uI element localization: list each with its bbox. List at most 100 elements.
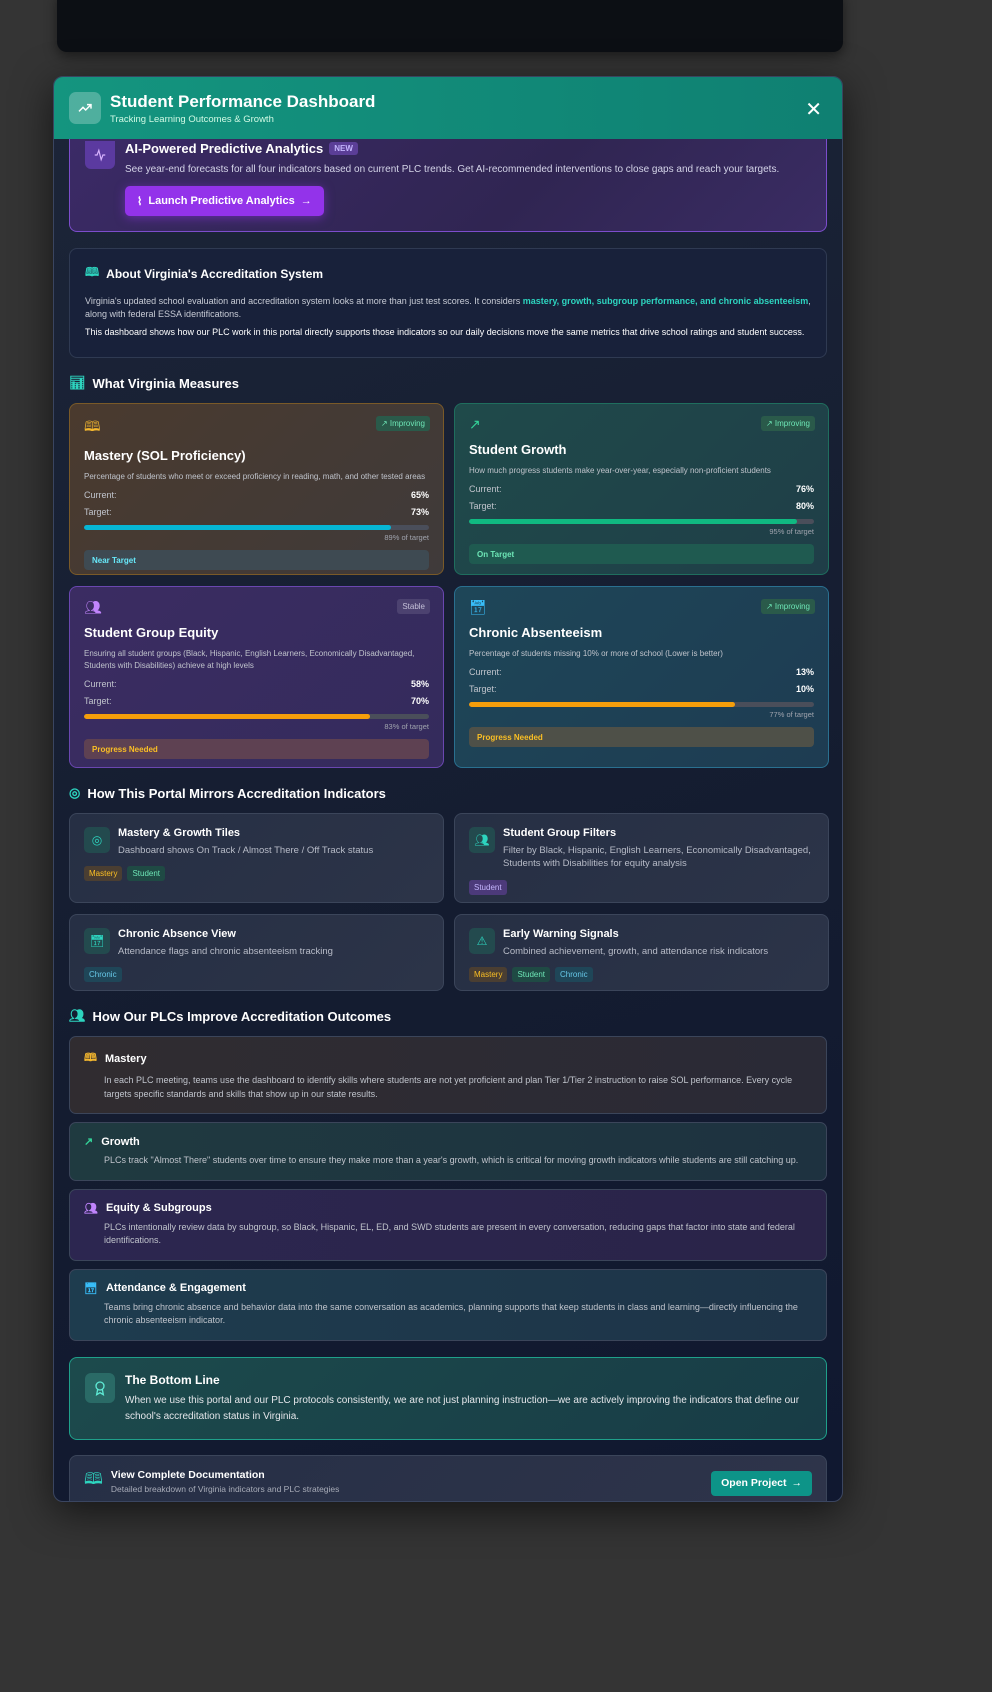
plc-desc: Teams bring chronic absence and behavior…: [104, 1301, 798, 1326]
tag: Chronic: [84, 967, 122, 983]
target-value: 10%: [795, 684, 814, 694]
plc-title: Growth: [101, 1135, 140, 1148]
target-icon: ◎: [84, 827, 110, 853]
plc-desc: PLCs intentionally review data by subgro…: [104, 1221, 795, 1246]
current-label: Current:: [469, 484, 502, 494]
tile-desc: Filter by Black, Hispanic, English Learn…: [503, 845, 811, 870]
calendar-icon: 📅︎: [469, 599, 487, 615]
progress-bar: [469, 519, 814, 524]
current-label: Current:: [469, 667, 502, 677]
current-label: Current:: [84, 490, 117, 500]
progress-label: 89% of target: [384, 533, 429, 542]
tile-title: Mastery & Growth Tiles: [118, 827, 241, 839]
users-icon: 👥︎: [84, 1202, 98, 1215]
book-open-icon: 🕮: [84, 418, 101, 434]
portal-tile: ⚠ Early Warning Signals Combined achieve…: [454, 914, 829, 991]
plc-item: 🕮 Mastery In each PLC meeting, teams use t…: [69, 1036, 827, 1114]
trend-badge: Stable: [397, 599, 430, 614]
trend-label: Improving: [389, 419, 425, 428]
documentation-card: 🕮 View Complete Documentation Detailed br…: [69, 1454, 827, 1501]
progress-bar: [84, 714, 429, 719]
modal-title: Student Performance Dashboard: [110, 91, 376, 111]
section-heading: How Our PLCs Improve Accreditation Outco…: [92, 1008, 392, 1024]
current-value: 58%: [410, 679, 429, 689]
measure-desc: Percentage of students who meet or excee…: [84, 472, 426, 481]
users-icon: 👥︎: [69, 1008, 86, 1023]
about-text-2: This dashboard shows how our PLC work in…: [85, 327, 805, 338]
measure-card: ↗ ↗ Improving Student Growth How much pr…: [454, 403, 829, 575]
tag: Mastery: [469, 967, 508, 983]
status-badge: Progress Needed: [84, 739, 429, 759]
launch-label: Launch Predictive Analytics: [148, 195, 295, 207]
open-project-button[interactable]: Open Project →: [711, 1470, 812, 1496]
dashboard-modal: Student Performance Dashboard Tracking Le…: [53, 76, 843, 1502]
new-badge: NEW: [329, 142, 358, 155]
trending-up-icon: ↗: [469, 416, 481, 432]
ai-title: AI-Powered Predictive Analytics: [125, 141, 324, 156]
measure-card: 👥︎ Stable Student Group Equity Ensuring …: [69, 586, 444, 768]
tile-title: Chronic Absence View: [118, 928, 236, 940]
tile-desc: Dashboard shows On Track / Almost There …: [118, 845, 374, 856]
ai-analytics-card: AI-Powered Predictive Analytics NEW See y…: [69, 139, 827, 232]
tag: Chronic: [555, 967, 593, 983]
plc-title: Equity & Subgroups: [105, 1202, 212, 1214]
activity-icon: [85, 141, 115, 169]
close-icon[interactable]: ✕: [805, 99, 822, 121]
trend-label: Improving: [774, 602, 810, 611]
status-badge: Progress Needed: [469, 727, 814, 747]
bottom-line-card: The Bottom Line When we use this portal …: [69, 1356, 827, 1440]
measure-title: Student Growth: [469, 442, 567, 457]
award-icon: [85, 1372, 115, 1403]
tile-desc: Attendance flags and chronic absenteeism…: [118, 946, 333, 957]
measure-title: Student Group Equity: [84, 625, 219, 640]
arrow-right-icon: →: [791, 1477, 803, 1489]
book-open-icon: 🕮: [85, 265, 100, 279]
alert-triangle-icon: ⚠: [469, 928, 495, 954]
bottom-line-text: When we use this portal and our PLC prot…: [125, 1394, 800, 1422]
portal-tile: 📅︎ Chronic Absence View Attendance flags…: [69, 914, 444, 991]
measure-card: 📅︎ ↗ Improving Chronic Absenteeism Perce…: [454, 586, 829, 768]
tile-desc: Combined achievement, growth, and attend…: [503, 946, 769, 957]
target-label: Target:: [84, 507, 112, 517]
about-text: Virginia's updated school evaluation and…: [85, 296, 523, 306]
progress-label: 95% of target: [769, 527, 814, 536]
tag: Student: [512, 967, 551, 983]
about-text-end: , along with federal ESSA identification…: [85, 296, 811, 320]
measure-desc: How much progress students make year-ove…: [469, 466, 771, 475]
ai-description: See year-end forecasts for all four indi…: [125, 164, 780, 175]
doc-title: View Complete Documentation: [110, 1469, 265, 1481]
modal-subtitle: Tracking Learning Outcomes & Growth: [110, 113, 274, 125]
tag: Student: [127, 866, 166, 882]
status-badge: On Target: [469, 544, 814, 564]
target-value: 70%: [410, 696, 429, 706]
calendar-icon: 📅︎: [84, 928, 110, 954]
plc-item: 📅︎ Attendance & Engagement Teams bring chr…: [69, 1268, 827, 1341]
arrow-right-icon: →: [300, 195, 312, 207]
doc-desc: Detailed breakdown of Virginia indicator…: [110, 1484, 340, 1494]
modal-header: Student Performance Dashboard Tracking Le…: [54, 77, 842, 139]
progress-fill: [469, 519, 797, 524]
bottom-line-title: The Bottom Line: [125, 1372, 220, 1387]
target-value: 73%: [410, 507, 429, 517]
portal-tile: ◎ Mastery & Growth Tiles Dashboard shows…: [69, 813, 444, 903]
book-open-icon: 🕮: [84, 1471, 103, 1488]
tag: Student: [469, 879, 507, 895]
progress-fill: [469, 702, 735, 707]
section-heading: What Virginia Measures: [92, 375, 239, 391]
about-card: 🕮 About Virginia's Accreditation System V…: [69, 248, 827, 358]
target-label: Target:: [469, 684, 497, 694]
progress-bar: [84, 525, 429, 530]
book-open-icon: 🕮: [84, 1052, 97, 1064]
progress-bar: [469, 702, 814, 707]
target-icon: ◎: [69, 785, 81, 800]
progress-label: 83% of target: [384, 722, 429, 731]
plc-item: 👥︎ Equity & Subgroups PLCs intentionally r…: [69, 1188, 827, 1261]
launch-analytics-button[interactable]: ⌇ Launch Predictive Analytics →: [125, 186, 324, 216]
trend-badge: ↗ Improving: [760, 599, 815, 614]
current-value: 65%: [410, 490, 429, 500]
measure-card: 🕮 ↗ Improving Mastery (SOL Proficiency) …: [69, 403, 444, 575]
users-icon: 👥︎: [84, 599, 102, 615]
progress-fill: [84, 714, 371, 719]
plc-title: Mastery: [104, 1052, 147, 1065]
background-card: [57, 0, 843, 52]
